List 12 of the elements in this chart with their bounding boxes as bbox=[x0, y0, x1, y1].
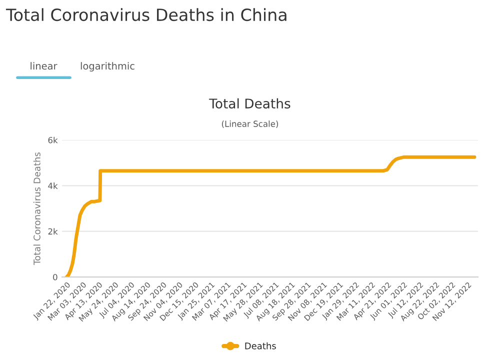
chart-title: Total Coronavirus Deaths in China bbox=[6, 8, 286, 22]
y-tick-label: 6k bbox=[48, 136, 58, 144]
text: linear bbox=[30, 62, 58, 70]
chart-subtitle: Total Deaths bbox=[209, 98, 290, 109]
text: (Linear Scale) bbox=[222, 120, 278, 128]
y-tick-label: 2k bbox=[48, 228, 58, 234]
y-tick-label: 4k bbox=[48, 182, 58, 189]
y-tick-label: 0 bbox=[53, 274, 58, 280]
legend-label: Deaths bbox=[245, 342, 276, 350]
line-series bbox=[64, 155, 476, 277]
text: logarithmic bbox=[80, 62, 134, 72]
y-axis-title: Total Coronavirus Deaths bbox=[33, 152, 40, 265]
